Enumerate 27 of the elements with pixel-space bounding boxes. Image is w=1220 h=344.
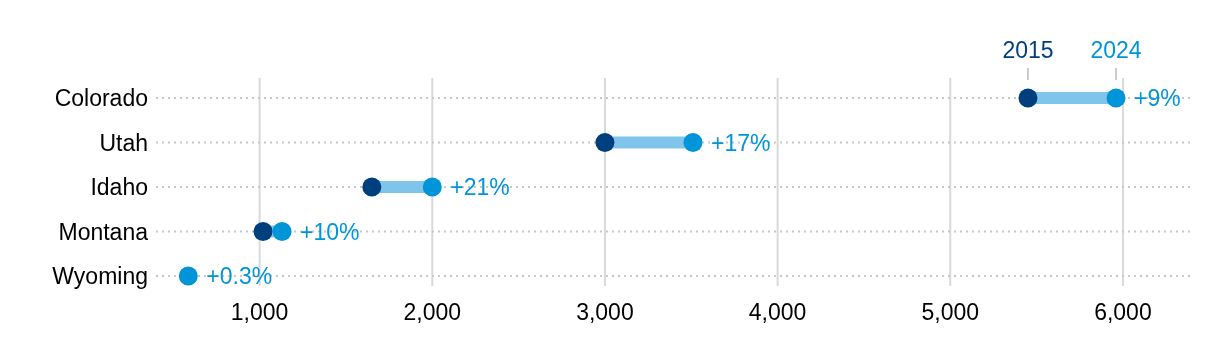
series-label: 2015 bbox=[1002, 37, 1054, 63]
y-tick-label: Utah bbox=[99, 129, 148, 156]
y-tick-label: Wyoming bbox=[52, 263, 148, 290]
x-tick-label: 3,000 bbox=[576, 299, 634, 325]
point bbox=[595, 133, 615, 152]
y-tick-label: Idaho bbox=[90, 174, 148, 201]
annotation: +21% bbox=[450, 174, 510, 201]
x-tick-label: 2,000 bbox=[403, 299, 462, 325]
point bbox=[253, 222, 273, 241]
point bbox=[1018, 88, 1038, 108]
annotation: +17% bbox=[710, 129, 771, 156]
x-tick-label: 5,000 bbox=[921, 299, 980, 325]
point bbox=[362, 177, 382, 197]
y-tick-label: Montana bbox=[58, 218, 149, 245]
x-tick-label: 6,000 bbox=[1094, 299, 1152, 325]
y-tick-label: Colorado bbox=[54, 85, 148, 112]
annotation: +10% bbox=[300, 218, 360, 245]
x-tick-label: 4,000 bbox=[748, 299, 807, 325]
point bbox=[272, 222, 292, 241]
point bbox=[178, 266, 198, 286]
point bbox=[683, 133, 703, 152]
annotation: +0.3% bbox=[206, 263, 273, 290]
annotation: +9% bbox=[1134, 85, 1181, 112]
point bbox=[1106, 88, 1126, 108]
point bbox=[422, 177, 442, 197]
x-tick-label: 1,000 bbox=[230, 299, 289, 325]
series-label: 2024 bbox=[1090, 37, 1142, 63]
